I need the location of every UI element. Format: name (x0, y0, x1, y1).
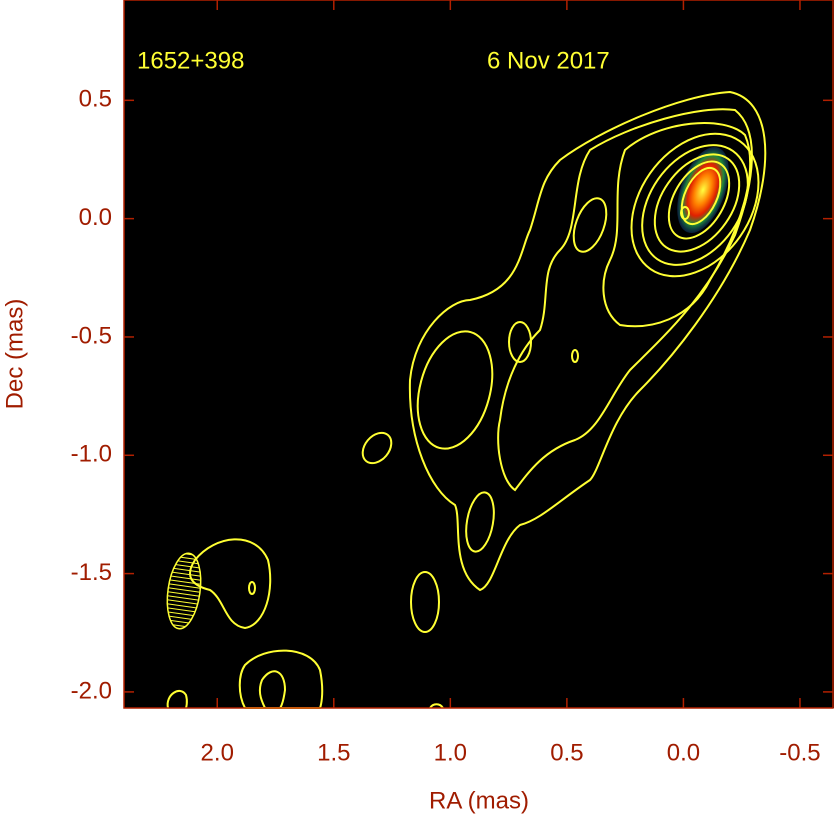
contour (641, 144, 749, 266)
source-label: 1652+398 (137, 47, 244, 74)
contour (361, 431, 393, 465)
plot-area (124, 0, 834, 708)
x-axis-label: RA (mas) (429, 787, 529, 814)
x-tick-label: 1.0 (434, 739, 467, 766)
contour (497, 108, 753, 492)
contour (166, 689, 188, 709)
x-tick-label: -0.5 (779, 739, 820, 766)
contour (258, 670, 287, 709)
y-tick-label: -1.5 (71, 559, 112, 586)
y-tick-label: -1.0 (71, 441, 112, 468)
frame (123, 0, 834, 709)
contour (408, 90, 767, 592)
contour (416, 330, 494, 450)
date-label: 6 Nov 2017 (487, 47, 610, 74)
y-tick-label: -0.5 (71, 322, 112, 349)
contour (465, 491, 495, 553)
contour (248, 581, 256, 595)
y-tick-label: 0.5 (79, 86, 112, 113)
contour (680, 206, 690, 220)
contour (602, 122, 752, 328)
y-tick-label: 0.0 (79, 204, 112, 231)
contour (653, 153, 741, 253)
contour (410, 571, 440, 633)
x-tick-label: 0.5 (550, 739, 583, 766)
core-emission (677, 147, 729, 233)
x-tick-label: 1.5 (317, 739, 350, 766)
y-axis-label: Dec (mas) (1, 299, 28, 410)
contour (429, 703, 444, 709)
contour (508, 321, 532, 363)
contour (630, 132, 760, 278)
contour (572, 197, 608, 253)
beam (166, 552, 202, 630)
x-tick-label: 2.0 (201, 739, 234, 766)
contour (680, 166, 722, 226)
y-tick-label: -2.0 (71, 677, 112, 704)
contour (238, 649, 324, 709)
contour (571, 349, 579, 363)
x-tick-label: 0.0 (667, 739, 700, 766)
contour (667, 160, 731, 240)
